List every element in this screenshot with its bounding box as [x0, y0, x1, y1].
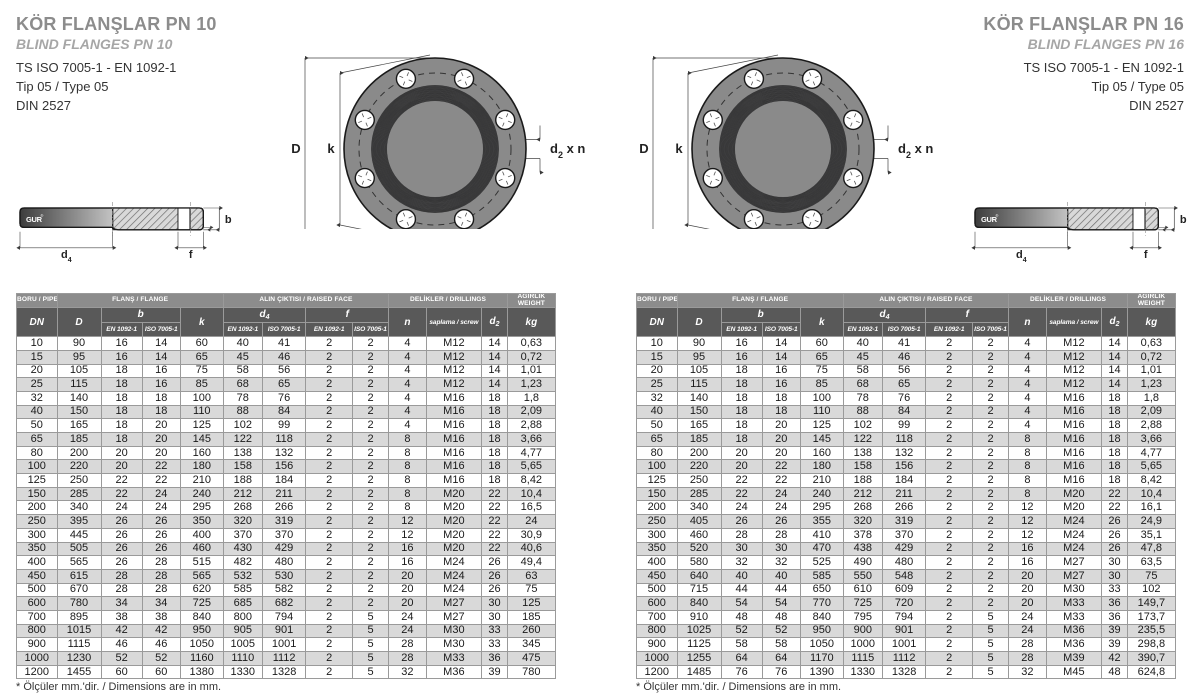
svg-text:®: ® — [996, 214, 999, 218]
svg-text:k: k — [675, 141, 683, 156]
svg-text:f: f — [1144, 249, 1148, 261]
svg-text:d4: d4 — [1016, 249, 1027, 263]
svg-text:d4: d4 — [61, 249, 72, 263]
svg-text:D: D — [291, 141, 300, 156]
svg-text:D: D — [639, 141, 648, 156]
svg-text:d2 x n: d2 x n — [898, 141, 933, 160]
svg-text:®: ® — [41, 214, 44, 218]
svg-text:d2 x n: d2 x n — [550, 141, 585, 160]
svg-text:b: b — [225, 214, 232, 226]
svg-text:b: b — [1180, 214, 1187, 226]
svg-text:k: k — [327, 141, 335, 156]
svg-text:f: f — [189, 249, 193, 261]
